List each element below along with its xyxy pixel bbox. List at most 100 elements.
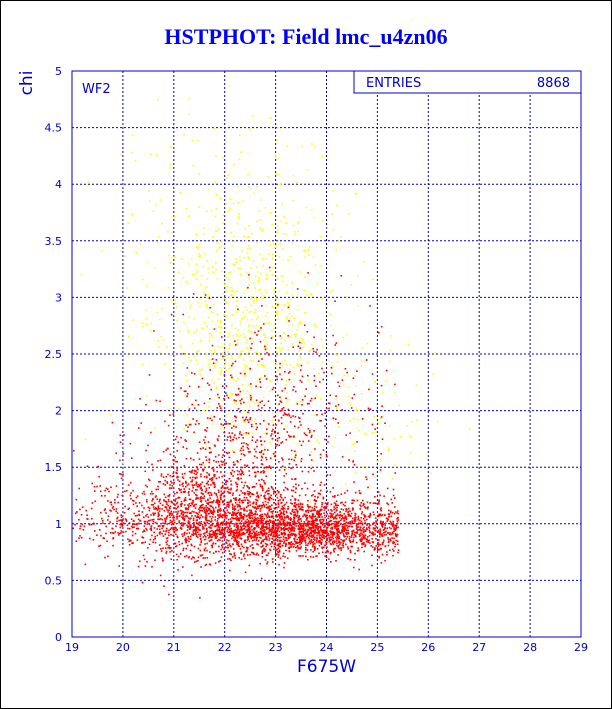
scatter-point xyxy=(292,489,295,492)
scatter-point xyxy=(389,349,391,351)
scatter-point xyxy=(215,395,217,397)
scatter-point xyxy=(359,528,361,530)
scatter-point xyxy=(267,507,269,509)
scatter-point xyxy=(270,528,273,530)
scatter-point xyxy=(188,540,190,543)
scatter-point xyxy=(294,505,296,507)
scatter-point xyxy=(342,542,345,544)
scatter-point xyxy=(255,533,257,536)
scatter-point xyxy=(285,524,287,527)
scatter-point xyxy=(206,260,209,262)
scatter-point xyxy=(167,531,170,534)
scatter-point xyxy=(204,300,206,303)
scatter-point xyxy=(394,533,397,535)
scatter-point xyxy=(145,449,147,452)
scatter-point xyxy=(264,446,266,449)
scatter-point xyxy=(244,526,247,528)
scatter-point xyxy=(290,489,293,491)
scatter-point xyxy=(335,514,337,517)
scatter-point xyxy=(335,342,338,344)
scatter-point xyxy=(212,235,214,238)
scatter-point xyxy=(136,505,138,507)
scatter-point xyxy=(137,565,140,568)
scatter-point xyxy=(368,527,371,530)
scatter-point xyxy=(143,507,145,509)
scatter-point xyxy=(345,296,348,299)
scatter-point xyxy=(213,534,215,536)
scatter-point xyxy=(333,502,336,504)
scatter-point xyxy=(198,422,200,425)
scatter-point xyxy=(204,543,206,545)
scatter-point xyxy=(228,343,231,345)
scatter-point xyxy=(166,346,168,348)
scatter-point xyxy=(223,487,226,490)
scatter-point xyxy=(337,536,339,539)
scatter-point xyxy=(334,504,337,507)
scatter-point xyxy=(170,466,173,468)
scatter-point xyxy=(316,528,319,530)
scatter-point xyxy=(389,511,392,514)
scatter-point xyxy=(311,143,313,145)
scatter-point xyxy=(315,517,317,520)
scatter-point xyxy=(228,522,230,525)
scatter-point xyxy=(292,523,295,525)
scatter-point xyxy=(151,534,153,537)
scatter-point xyxy=(325,521,328,523)
scatter-point xyxy=(304,395,306,398)
scatter-point xyxy=(304,522,306,525)
scatter-point xyxy=(224,487,227,489)
scatter-point xyxy=(289,524,292,526)
scatter-point xyxy=(154,496,157,498)
scatter-point xyxy=(167,424,170,427)
scatter-point xyxy=(274,333,277,335)
scatter-point xyxy=(157,508,159,510)
scatter-point xyxy=(118,532,121,535)
scatter-point xyxy=(295,522,297,525)
scatter-point xyxy=(223,397,225,400)
scatter-point xyxy=(268,390,271,392)
scatter-point xyxy=(237,408,240,410)
scatter-point xyxy=(359,532,362,534)
scatter-point xyxy=(326,537,328,539)
scatter-point xyxy=(188,521,191,523)
scatter-point xyxy=(254,275,257,278)
scatter-point xyxy=(157,515,159,518)
scatter-point xyxy=(284,532,286,535)
scatter-point xyxy=(239,514,242,517)
scatter-point xyxy=(316,414,318,416)
scatter-point xyxy=(186,484,189,486)
scatter-point xyxy=(386,502,388,505)
scatter-point xyxy=(354,193,357,195)
scatter-point xyxy=(332,513,334,515)
scatter-point xyxy=(225,410,228,412)
scatter-point xyxy=(231,314,234,316)
scatter-point xyxy=(326,474,329,476)
scatter-point xyxy=(189,527,192,529)
scatter-point xyxy=(281,465,284,468)
scatter-point xyxy=(210,484,212,486)
scatter-point xyxy=(168,493,171,496)
scatter-point xyxy=(159,502,162,505)
scatter-point xyxy=(270,530,272,533)
scatter-point xyxy=(245,432,248,434)
scatter-point xyxy=(162,530,165,532)
scatter-point xyxy=(262,539,264,541)
scatter-point xyxy=(318,552,320,555)
scatter-point xyxy=(296,542,299,544)
scatter-point xyxy=(339,547,342,549)
scatter-point xyxy=(260,546,262,548)
scatter-point xyxy=(263,404,266,407)
scatter-point xyxy=(320,528,322,531)
scatter-point xyxy=(314,530,317,532)
scatter-point xyxy=(164,533,167,535)
scatter-point xyxy=(296,358,299,361)
scatter-point xyxy=(173,278,176,281)
scatter-point xyxy=(235,380,237,382)
scatter-point xyxy=(293,514,295,516)
scatter-point xyxy=(188,494,190,496)
scatter-point xyxy=(371,564,373,567)
scatter-point xyxy=(158,510,161,512)
scatter-point xyxy=(293,537,296,540)
scatter-point xyxy=(242,416,244,419)
scatter-point xyxy=(285,401,288,403)
